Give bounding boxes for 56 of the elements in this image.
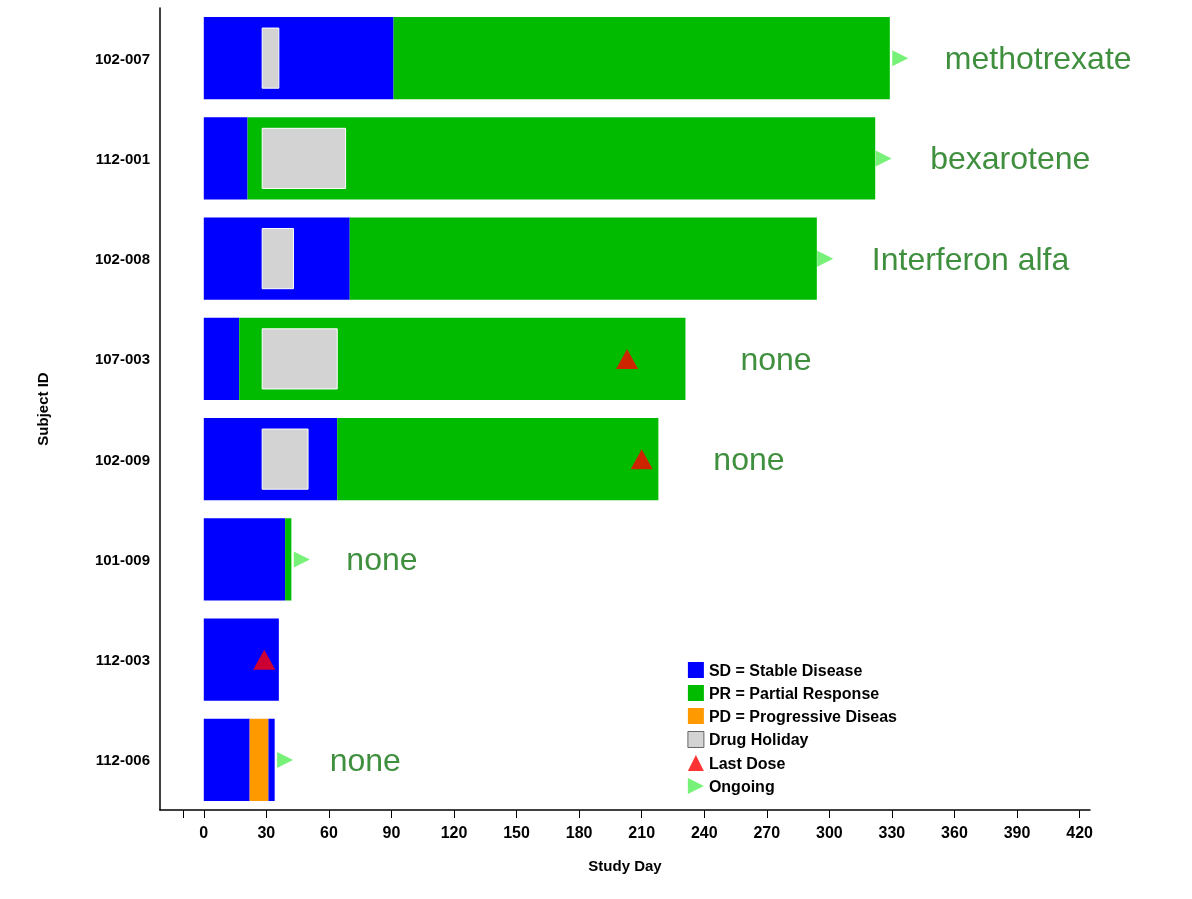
legend-label: PD = Progressive Diseas bbox=[708, 707, 898, 725]
annotation: none bbox=[740, 340, 812, 377]
bar bbox=[285, 518, 292, 601]
x-tick-label: 180 bbox=[565, 823, 593, 841]
bar bbox=[203, 618, 279, 701]
x-axis-title: Study Day bbox=[588, 857, 663, 874]
legend-label: Last Dose bbox=[708, 754, 786, 772]
y-tick-label: 102-007 bbox=[94, 49, 150, 67]
bar bbox=[203, 17, 394, 100]
annotation: none bbox=[346, 541, 418, 578]
annotation: bexarotene bbox=[930, 140, 1091, 177]
bar bbox=[261, 27, 280, 89]
legend-label: Drug Holiday bbox=[708, 731, 809, 748]
bar bbox=[261, 328, 338, 390]
bar bbox=[249, 718, 269, 801]
y-tick-label: 101-009 bbox=[94, 550, 150, 568]
y-axis-title: Subject ID bbox=[34, 372, 51, 446]
x-tick-label: 300 bbox=[816, 823, 843, 841]
bar bbox=[268, 718, 275, 801]
x-tick-label: 420 bbox=[1066, 823, 1094, 841]
legend-label: Ongoing bbox=[708, 777, 775, 795]
annotation: Interferon alfa bbox=[871, 240, 1070, 277]
bar bbox=[203, 117, 248, 200]
bar bbox=[393, 17, 890, 100]
x-tick-label: 0 bbox=[199, 823, 209, 841]
x-tick-label: 270 bbox=[753, 823, 781, 841]
legend-label: PR = Partial Response bbox=[708, 684, 880, 702]
x-tick-label: 60 bbox=[320, 823, 338, 841]
x-tick-label: 30 bbox=[257, 823, 276, 841]
y-tick-label: 102-009 bbox=[94, 450, 150, 468]
y-tick-label: 112-001 bbox=[95, 149, 150, 167]
bar bbox=[349, 217, 817, 300]
y-tick-label: 112-003 bbox=[95, 651, 150, 669]
x-tick-label: 360 bbox=[941, 823, 968, 841]
annotation: none bbox=[329, 741, 401, 778]
x-tick-label: 240 bbox=[690, 823, 718, 841]
x-tick-label: 150 bbox=[503, 823, 531, 841]
annotation: methotrexate bbox=[944, 40, 1132, 77]
x-tick-label: 330 bbox=[878, 823, 906, 841]
bar bbox=[261, 428, 309, 490]
legend-label: SD = Stable Disease bbox=[708, 661, 863, 679]
bar bbox=[203, 317, 240, 400]
x-tick-label: 210 bbox=[628, 823, 656, 841]
annotation: none bbox=[713, 441, 785, 478]
bar bbox=[203, 518, 286, 601]
y-tick-label: 112-006 bbox=[95, 751, 150, 769]
bar bbox=[247, 117, 876, 200]
y-tick-label: 102-008 bbox=[94, 250, 150, 268]
bar bbox=[203, 718, 250, 801]
bar bbox=[261, 127, 347, 189]
x-tick-label: 90 bbox=[382, 823, 401, 841]
bar bbox=[337, 418, 659, 501]
x-tick-label: 120 bbox=[440, 823, 468, 841]
y-tick-label: 107-003 bbox=[94, 350, 150, 368]
x-tick-label: 390 bbox=[1003, 823, 1031, 841]
bar bbox=[261, 228, 294, 290]
